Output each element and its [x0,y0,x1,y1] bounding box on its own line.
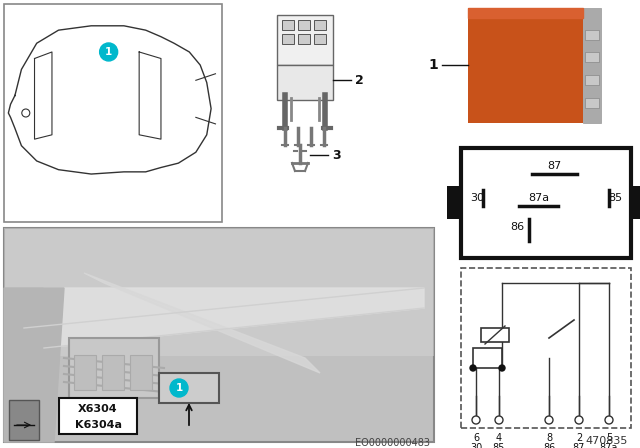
Text: 3: 3 [332,148,340,161]
Text: K6304a: K6304a [74,420,122,430]
Bar [585,98,599,108]
Circle shape [575,416,583,424]
Bar [59,398,137,434]
Text: 87: 87 [547,161,562,171]
Bar [130,355,152,390]
Text: 87a: 87a [529,193,550,202]
Bar [102,355,124,390]
Bar [282,20,294,30]
Bar [277,15,333,65]
Bar [314,20,326,30]
Text: X6304: X6304 [78,404,118,414]
Bar [585,30,599,40]
Circle shape [170,379,188,397]
Bar [4,4,222,222]
Text: 2: 2 [576,433,582,443]
Text: 85: 85 [608,193,622,202]
Text: EO0000000483: EO0000000483 [355,438,430,448]
Bar [4,228,434,357]
Text: 2: 2 [355,73,364,86]
Circle shape [100,43,118,61]
Text: 87: 87 [573,443,585,448]
Bar [282,34,294,44]
Polygon shape [468,8,583,18]
Text: 1: 1 [428,58,438,72]
Bar [481,328,509,342]
Text: 86: 86 [543,443,555,448]
Circle shape [499,365,505,371]
Bar [583,8,601,123]
Bar [461,268,631,428]
Text: 87a: 87a [600,443,618,448]
Text: 8: 8 [546,433,552,443]
Bar [9,400,39,440]
Text: 1: 1 [105,47,112,57]
Text: 6: 6 [473,433,479,443]
Polygon shape [4,288,64,442]
Bar [447,186,461,220]
Circle shape [605,416,613,424]
Text: 30: 30 [470,193,484,202]
Bar [473,348,502,368]
Text: 86: 86 [510,222,524,232]
Polygon shape [8,26,211,174]
Bar [461,148,631,258]
Text: 1: 1 [175,383,182,393]
Bar [298,20,310,30]
Bar [585,52,599,62]
Bar [159,373,219,403]
Text: 30: 30 [470,443,482,448]
Bar [631,186,640,220]
Text: 85: 85 [493,443,505,448]
Polygon shape [84,273,320,373]
Bar [585,75,599,85]
Bar [277,65,333,100]
Bar [4,228,434,442]
Bar [69,338,159,398]
Circle shape [472,416,480,424]
Circle shape [22,109,30,117]
Circle shape [470,365,476,371]
Bar [314,34,326,44]
Bar [298,34,310,44]
Text: 5: 5 [606,433,612,443]
Bar [468,8,583,123]
Circle shape [495,416,503,424]
Circle shape [545,416,553,424]
Bar [74,355,96,390]
Text: 470835: 470835 [586,436,628,446]
Polygon shape [24,288,424,348]
Text: 4: 4 [496,433,502,443]
